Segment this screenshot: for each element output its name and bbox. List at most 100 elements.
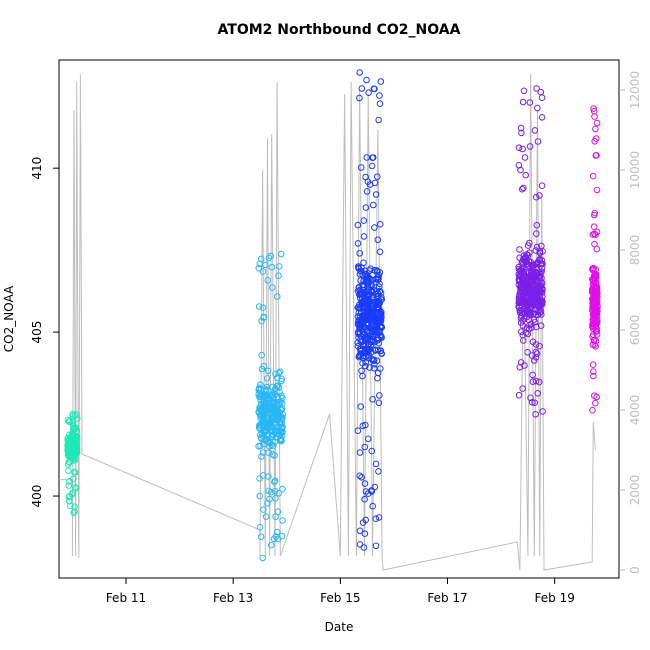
data-point [376, 220, 384, 228]
data-point [256, 475, 263, 482]
data-point [518, 129, 525, 137]
data-point [360, 217, 368, 224]
data-point [592, 399, 599, 407]
data-point [370, 365, 378, 372]
data-point [274, 412, 281, 420]
data-point [65, 431, 73, 439]
data-point [264, 438, 272, 446]
data-point [515, 296, 523, 304]
data-point [532, 411, 539, 418]
data-point [268, 263, 276, 271]
data-point [361, 495, 368, 503]
data-point [593, 119, 601, 127]
data-point [592, 231, 599, 238]
data-point [592, 321, 599, 328]
data-point [373, 313, 381, 320]
data-point [532, 377, 540, 385]
data-point [360, 233, 368, 240]
data-point [370, 201, 377, 209]
data-point [537, 296, 544, 304]
data-point [71, 412, 79, 420]
data-point [372, 319, 380, 327]
data-point [257, 406, 265, 413]
data-point [370, 85, 378, 93]
data-point [515, 276, 523, 283]
data-point [363, 188, 371, 195]
data-point [589, 406, 596, 414]
data-point [275, 272, 282, 280]
data-point [589, 265, 596, 273]
data-point [271, 478, 278, 486]
data-point [374, 236, 382, 244]
data-point [372, 542, 380, 550]
data-point [71, 453, 78, 460]
data-point [358, 85, 366, 92]
data-point [269, 391, 276, 399]
data-point [267, 252, 275, 260]
data-point [259, 554, 267, 562]
data-point [591, 230, 598, 238]
data-point [263, 375, 271, 382]
data-point [256, 424, 263, 431]
data-point [538, 114, 546, 121]
data-point [71, 484, 79, 491]
data-point [371, 483, 379, 491]
data-point [259, 268, 267, 275]
y-tick-label: 410 [30, 157, 44, 180]
data-point [265, 473, 272, 480]
data-point [262, 392, 270, 400]
data-point [538, 265, 546, 272]
data-point [278, 427, 285, 435]
data-point [258, 351, 266, 359]
data-point [371, 224, 378, 231]
data-point [534, 104, 541, 112]
data-point [519, 322, 527, 329]
data-point [533, 287, 541, 295]
data-point [359, 341, 367, 349]
data-point [375, 514, 383, 521]
data-point [264, 367, 272, 375]
data-point [535, 378, 543, 386]
data-point [258, 317, 265, 325]
data-point [278, 375, 286, 383]
data-point [532, 193, 540, 201]
data-point [371, 328, 378, 336]
data-point [255, 386, 263, 394]
data-point [521, 154, 529, 161]
data-point [536, 309, 544, 317]
data-point [377, 347, 385, 355]
data-point [356, 250, 364, 257]
data-point [518, 328, 525, 336]
data-point [538, 242, 545, 250]
data-point [258, 453, 265, 460]
data-point [368, 321, 375, 329]
data-point [276, 388, 283, 396]
data-point [257, 533, 265, 541]
data-point [370, 357, 377, 365]
series-flight2 [255, 250, 287, 562]
altitude-line [59, 73, 596, 571]
data-point [520, 87, 528, 95]
data-point [362, 516, 370, 524]
right-tick-label: 10000 [628, 151, 642, 189]
data-point [268, 419, 275, 426]
data-point [527, 311, 535, 318]
data-point [71, 508, 78, 516]
data-point [525, 262, 533, 270]
data-point [357, 403, 365, 410]
data-point [265, 254, 273, 262]
data-point [65, 493, 73, 501]
data-point [264, 500, 271, 507]
data-point [356, 527, 364, 535]
data-point [515, 281, 523, 289]
data-point [517, 283, 525, 291]
data-point [375, 283, 383, 291]
data-point [67, 502, 74, 510]
data-point [354, 240, 362, 247]
data-point [533, 243, 541, 251]
data-point [369, 502, 377, 510]
data-point [271, 487, 279, 495]
data-point [356, 472, 364, 480]
data-point [368, 162, 376, 170]
